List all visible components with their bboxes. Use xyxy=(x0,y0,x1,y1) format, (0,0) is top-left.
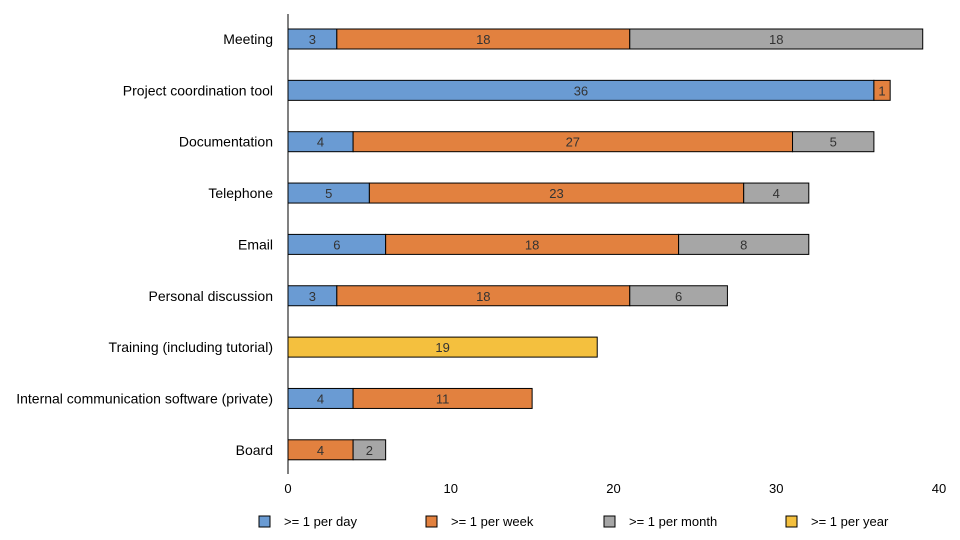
bar-segment xyxy=(678,233,810,255)
data-label: 4 xyxy=(773,186,780,201)
data-label: 18 xyxy=(476,289,490,304)
bar-segment xyxy=(792,131,875,153)
x-tick-label: 20 xyxy=(606,481,620,496)
data-label: 18 xyxy=(769,32,783,47)
category-label: Project coordination tool xyxy=(123,82,273,98)
legend-label: >= 1 per year xyxy=(811,514,889,529)
category-labels: Meeting Project coordination tool Document… xyxy=(16,31,273,458)
legend-label: >= 1 per week xyxy=(451,514,534,529)
bar-segment xyxy=(743,182,810,204)
bar-segment xyxy=(352,387,533,409)
data-label: 8 xyxy=(740,237,747,252)
x-axis-ticks: 0 10 20 30 40 xyxy=(284,481,946,496)
legend: >= 1 per day >= 1 per week >= 1 per month >… xyxy=(258,514,889,529)
category-label: Internal communication software (private… xyxy=(16,390,273,406)
data-label: 6 xyxy=(675,289,682,304)
data-label: 1 xyxy=(878,83,885,98)
legend-swatch xyxy=(603,515,616,528)
legend-swatch xyxy=(785,515,798,528)
data-label: 11 xyxy=(436,391,450,406)
bar-segment xyxy=(629,28,924,50)
data-label: 2 xyxy=(366,443,373,458)
category-label: Meeting xyxy=(223,31,273,47)
data-label: 4 xyxy=(317,391,324,406)
legend-swatch xyxy=(425,515,438,528)
data-label: 18 xyxy=(525,237,539,252)
bar-segment xyxy=(352,439,387,461)
data-label: 5 xyxy=(325,186,332,201)
data-label: 4 xyxy=(317,443,324,458)
data-label: 23 xyxy=(549,186,563,201)
x-tick-label: 0 xyxy=(284,481,291,496)
data-label: 3 xyxy=(309,289,316,304)
bar-segment xyxy=(629,285,728,307)
x-tick-label: 10 xyxy=(444,481,458,496)
data-label: 6 xyxy=(333,237,340,252)
legend-label: >= 1 per month xyxy=(629,514,717,529)
data-label: 27 xyxy=(566,135,580,150)
data-label: 19 xyxy=(435,340,449,355)
legend-label: >= 1 per day xyxy=(284,514,357,529)
data-label: 4 xyxy=(317,135,324,150)
bar-segment xyxy=(873,79,891,101)
x-tick-label: 30 xyxy=(769,481,783,496)
category-label: Documentation xyxy=(179,134,273,150)
data-label: 36 xyxy=(574,83,588,98)
category-label: Board xyxy=(236,442,273,458)
data-label: 18 xyxy=(476,32,490,47)
category-label: Personal discussion xyxy=(148,288,273,304)
category-label: Training (including tutorial) xyxy=(109,339,273,355)
data-label: 5 xyxy=(830,135,837,150)
category-label: Email xyxy=(238,236,273,252)
legend-swatch xyxy=(258,515,271,528)
data-label: 3 xyxy=(309,32,316,47)
x-tick-label: 40 xyxy=(932,481,946,496)
category-label: Telephone xyxy=(208,185,273,201)
bars-group: 3 18 18 36 1 4 27 5 5 23 4 6 18 8 3 18 6 19 4 11 4 2 xyxy=(287,28,924,461)
